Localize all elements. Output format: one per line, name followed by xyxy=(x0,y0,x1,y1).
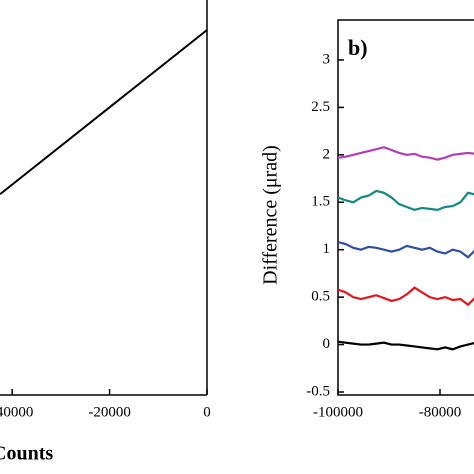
data-line xyxy=(337,286,474,307)
data-line xyxy=(337,189,474,212)
y-tick-label: 0.5 xyxy=(311,289,330,305)
y-axis-label: Difference (μrad) xyxy=(260,145,282,285)
frame xyxy=(337,19,474,396)
x-tick-label: -40000 xyxy=(0,404,33,420)
y-tick-label: 1 xyxy=(323,241,331,257)
y-tick-label: 1.5 xyxy=(311,194,330,210)
data-line xyxy=(337,340,474,351)
data-line xyxy=(337,146,474,161)
x-axis-label: Counts xyxy=(0,443,53,465)
data-line xyxy=(0,29,208,196)
y-tick-label: -0.5 xyxy=(306,383,330,399)
x-tick-label: 0 xyxy=(203,404,211,420)
x-tick-label: -20000 xyxy=(88,404,131,420)
y-tick-label: 0 xyxy=(323,336,331,352)
x-tick-label: -80000 xyxy=(419,404,462,420)
x-tick-label: -100000 xyxy=(313,404,363,420)
y-tick-label: 3 xyxy=(323,51,331,67)
y-tick-label: 2 xyxy=(323,146,331,162)
data-line xyxy=(337,241,474,259)
panel-label: b) xyxy=(348,35,368,60)
y-tick-label: 2.5 xyxy=(311,99,330,115)
